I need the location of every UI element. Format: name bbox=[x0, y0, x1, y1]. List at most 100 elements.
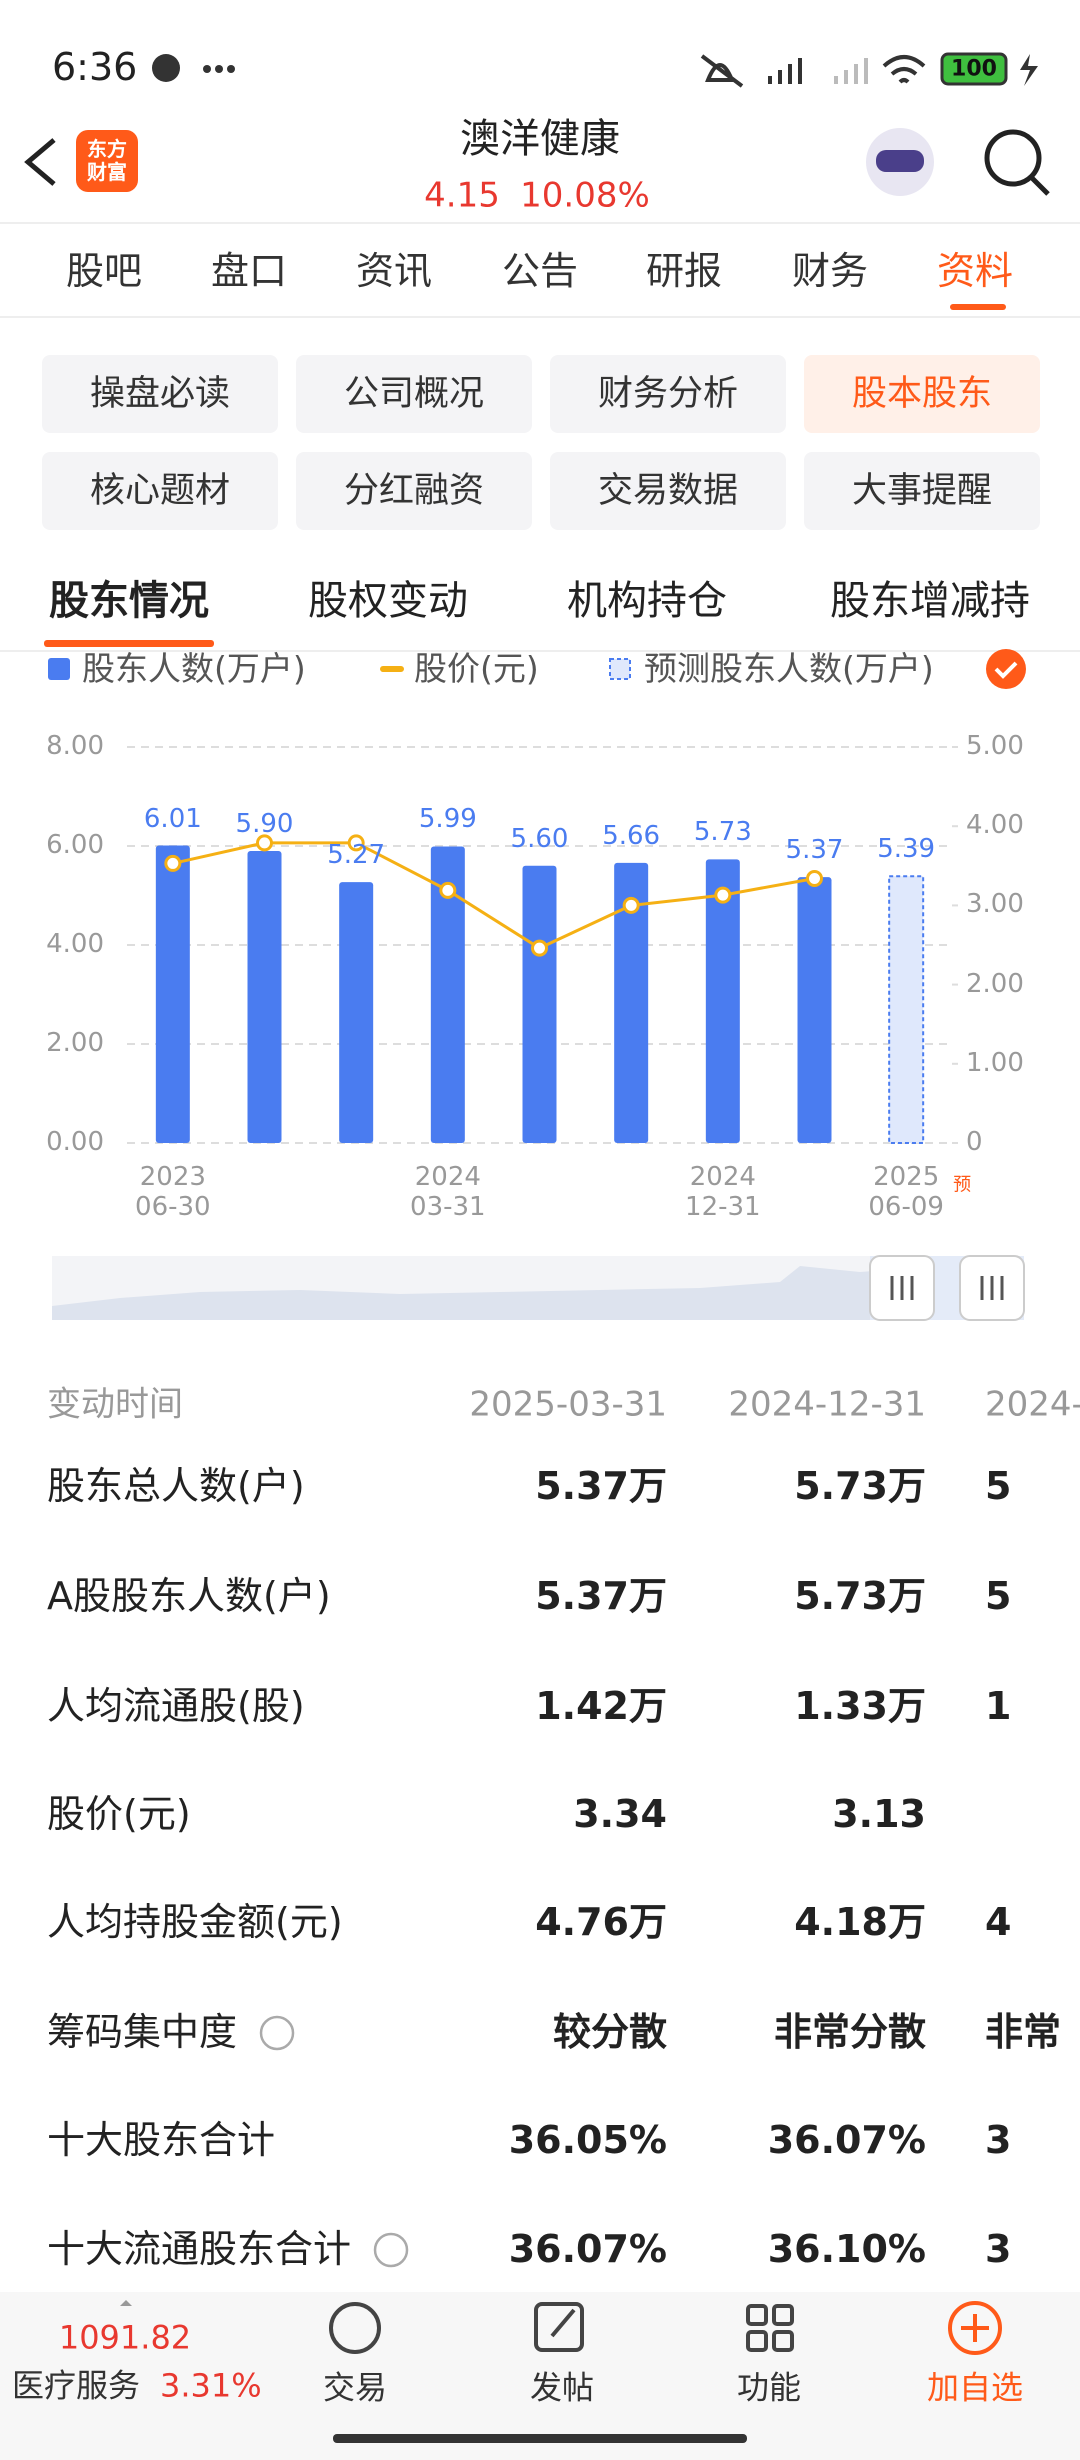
cell: 4.18万 bbox=[794, 1900, 926, 1945]
data-label: 5.73 bbox=[693, 817, 752, 848]
y2-tick-label: 2.00 bbox=[966, 968, 1024, 999]
table-header: 变动时间 bbox=[47, 1384, 183, 1425]
chip-label[interactable]: 股本股东 bbox=[851, 373, 993, 414]
bar bbox=[339, 882, 374, 1143]
x-tick-label: 2025 06-09 bbox=[868, 1162, 944, 1222]
y2-tick-label: 3.00 bbox=[966, 889, 1024, 920]
chip-label[interactable]: 公司概况 bbox=[343, 373, 485, 414]
chip-label[interactable]: 分红融资 bbox=[343, 470, 485, 511]
tab[interactable]: 资讯 bbox=[355, 249, 433, 294]
chip-label[interactable]: 大事提醒 bbox=[851, 470, 993, 511]
table-header: 2024-12-31 bbox=[728, 1384, 926, 1425]
cell: 3 bbox=[985, 2227, 1012, 2272]
stock-price: 4.15 bbox=[424, 175, 500, 216]
stock-name[interactable]: 澳洋健康 bbox=[460, 116, 620, 162]
legend-swatch bbox=[609, 658, 631, 680]
table-header: 2024- bbox=[985, 1384, 1080, 1425]
app-logo[interactable] bbox=[76, 130, 138, 192]
bar bbox=[247, 850, 282, 1143]
chip-label[interactable]: 财务分析 bbox=[597, 373, 739, 414]
index-arrow bbox=[120, 2300, 132, 2306]
tab[interactable]: 研报 bbox=[645, 249, 723, 294]
chip-label[interactable]: 核心题材 bbox=[89, 470, 231, 511]
bottom-button[interactable]: 加自选 bbox=[926, 2368, 1024, 2407]
price-point bbox=[164, 854, 182, 872]
check-icon bbox=[994, 661, 1018, 679]
search-handle bbox=[1030, 176, 1050, 196]
cell: 1.42万 bbox=[535, 1684, 667, 1729]
tab[interactable]: 股吧 bbox=[65, 249, 143, 294]
forecast-bar bbox=[888, 875, 925, 1144]
chip-label[interactable]: 操盘必读 bbox=[89, 373, 231, 414]
bar bbox=[522, 865, 557, 1143]
bottom-icons bbox=[329, 2301, 1002, 2355]
cell: 36.10% bbox=[767, 2227, 926, 2272]
data-label: 5.27 bbox=[327, 840, 386, 871]
bar bbox=[705, 859, 740, 1143]
bottom-button[interactable]: 交易 bbox=[322, 2368, 388, 2407]
x-tick-label: 2024 03-31 bbox=[410, 1162, 486, 1222]
clock: 6:36 bbox=[52, 45, 138, 90]
chip bbox=[550, 355, 786, 433]
price-point bbox=[347, 834, 365, 852]
cell: 1.33万 bbox=[794, 1684, 926, 1729]
row-label: 人均流通股(股) bbox=[47, 1684, 305, 1729]
price-point bbox=[439, 881, 457, 899]
bar bbox=[614, 862, 649, 1143]
data-label: 6.01 bbox=[143, 803, 202, 834]
x-tick-label: 2024 12-31 bbox=[685, 1162, 761, 1222]
home-indicator bbox=[333, 2434, 747, 2443]
tab[interactable]: 资料 bbox=[936, 249, 1014, 294]
row-label: 筹码集中度 bbox=[47, 2010, 238, 2055]
legend-label[interactable]: 股东人数(万户) bbox=[82, 649, 306, 689]
cell: 5 bbox=[985, 1464, 1012, 1509]
battery-level: 100 bbox=[951, 56, 997, 82]
y2-tick-label: 5.00 bbox=[966, 731, 1024, 762]
forecast-mark: 预 bbox=[953, 1174, 972, 1196]
help-icon bbox=[259, 2015, 295, 2051]
chip-label[interactable]: 交易数据 bbox=[597, 470, 739, 511]
stock-change: 10.08% bbox=[520, 175, 650, 216]
chip bbox=[296, 452, 532, 530]
back-button[interactable] bbox=[24, 138, 56, 186]
slider-preview bbox=[52, 1266, 1024, 1320]
cell: 非常 bbox=[985, 2010, 1062, 2055]
data-label: 5.37 bbox=[785, 835, 844, 866]
cell: 3 bbox=[985, 2118, 1012, 2163]
sub-tab[interactable]: 股权变动 bbox=[308, 578, 468, 624]
cell: 4.76万 bbox=[535, 1900, 667, 1945]
cell: 5.37万 bbox=[535, 1464, 667, 1509]
index-value: 1091.82 bbox=[58, 2318, 192, 2357]
sub-tab[interactable]: 股东增减持 bbox=[830, 578, 1030, 624]
cell: 较分散 bbox=[552, 2010, 667, 2055]
bar bbox=[797, 877, 832, 1143]
cell: 5.37万 bbox=[535, 1574, 667, 1619]
legend-toggle[interactable] bbox=[986, 649, 1026, 689]
chip bbox=[42, 355, 278, 433]
data-label: 5.60 bbox=[510, 823, 569, 854]
search-button[interactable] bbox=[984, 129, 1042, 187]
y2-tick-label: 1.00 bbox=[966, 1047, 1024, 1078]
chip bbox=[42, 452, 278, 530]
bottom-button[interactable]: 发帖 bbox=[529, 2368, 595, 2407]
price-point bbox=[714, 886, 732, 904]
status-dots bbox=[203, 65, 235, 73]
data-label: 5.39 bbox=[877, 834, 936, 865]
cell: 3.34 bbox=[573, 1792, 667, 1837]
bottom-bar bbox=[0, 2292, 1080, 2460]
legend-swatch bbox=[48, 658, 70, 680]
chip bbox=[804, 452, 1040, 530]
legend-label[interactable]: 预测股东人数(万户) bbox=[644, 649, 934, 689]
sub-tab[interactable]: 机构持仓 bbox=[567, 578, 727, 624]
sub-tab[interactable]: 股东情况 bbox=[49, 578, 209, 624]
y2-tick-label: 0 bbox=[966, 1127, 983, 1158]
x-tick-label: 2023 06-30 bbox=[135, 1162, 211, 1222]
tab[interactable]: 盘口 bbox=[210, 249, 288, 294]
legend-label[interactable]: 股价(元) bbox=[414, 649, 539, 689]
bottom-button[interactable]: 功能 bbox=[736, 2368, 802, 2407]
cell: 3.13 bbox=[832, 1792, 926, 1837]
tab[interactable]: 财务 bbox=[791, 249, 869, 294]
tab[interactable]: 公告 bbox=[501, 249, 579, 294]
y-tick-label: 0.00 bbox=[46, 1127, 104, 1158]
